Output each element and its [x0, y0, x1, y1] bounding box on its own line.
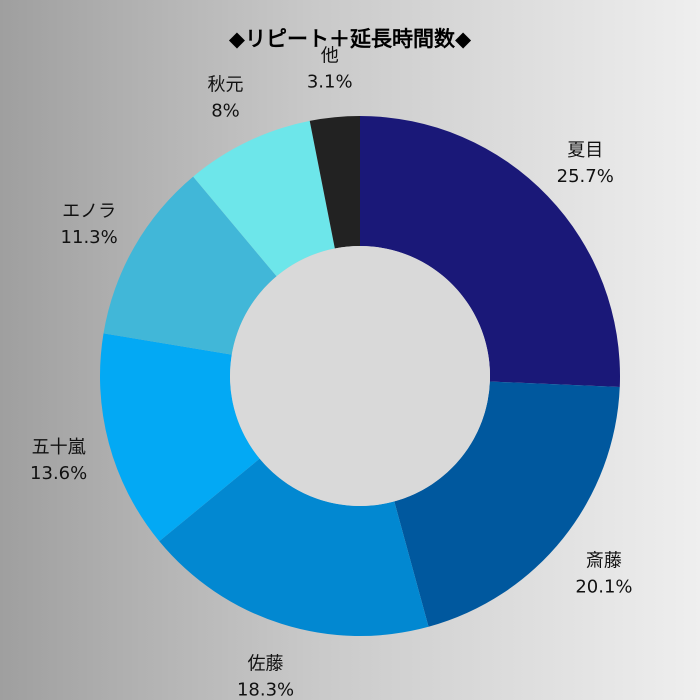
donut-slice-6 [309, 116, 360, 249]
slice-category-label: 斎藤 [586, 551, 622, 572]
donut-center-hole [230, 246, 490, 506]
slice-category-label: エノラ [62, 201, 116, 222]
slice-category-label: 他 [321, 45, 339, 66]
donut-slice-3 [100, 333, 260, 542]
slice-labels: 夏目 25.7% 斎藤 20.1% 佐藤 18.3% 五十嵐 13.6% エノラ 11.3% 秋元 8… [30, 45, 632, 700]
slice-category-label: 秋元 [208, 74, 244, 95]
slice-percent-label: 25.7% [557, 166, 614, 187]
slice-percent-label: 18.3% [237, 679, 294, 700]
slice-category-label: 夏目 [567, 140, 603, 161]
slice-percent-label: 8% [211, 100, 240, 121]
slice-percent-label: 13.6% [30, 463, 87, 484]
slice-category-label: 五十嵐 [32, 437, 86, 458]
donut-slice-5 [193, 120, 335, 277]
slice-percent-label: 11.3% [61, 227, 118, 248]
slice-percent-label: 3.1% [307, 71, 353, 92]
donut-slice-0 [360, 116, 620, 388]
slice-category-label: 佐藤 [248, 653, 284, 674]
chart-title: ◆リピート＋延長時間数◆ [229, 27, 472, 51]
donut-slice-1 [394, 381, 620, 627]
donut-slice-2 [159, 458, 429, 636]
slice-percent-label: 20.1% [575, 577, 632, 598]
donut-slice-4 [103, 176, 277, 355]
donut-slices [100, 116, 620, 636]
